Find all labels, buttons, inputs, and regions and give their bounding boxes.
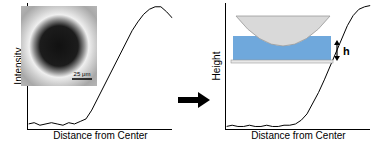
svg-text:Intensity: Intensity <box>13 47 24 84</box>
svg-text:Height: Height <box>211 51 222 80</box>
svg-text:h: h <box>343 45 350 57</box>
svg-text:25 μm: 25 μm <box>74 71 91 77</box>
svg-text:Distance from Center: Distance from Center <box>251 130 346 141</box>
svg-text:Distance from Center: Distance from Center <box>53 130 148 141</box>
